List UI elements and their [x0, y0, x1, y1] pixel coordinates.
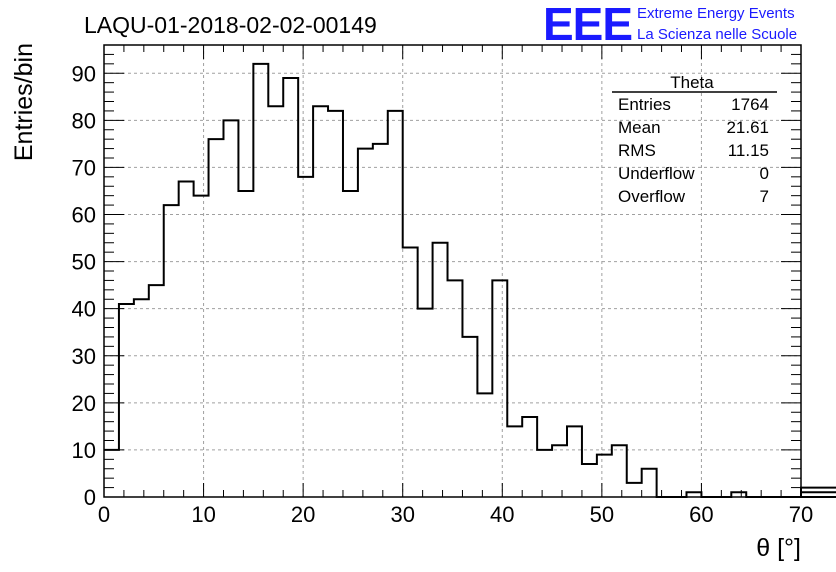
y-tick-label: 0 — [84, 485, 96, 510]
chart-title: LAQU-01-2018-02-02-00149 — [84, 12, 377, 38]
plot-frame — [103, 44, 802, 498]
stats-box-title: Theta — [670, 73, 714, 92]
x-axis-label: θ [°] — [756, 534, 801, 562]
y-tick-label: 50 — [72, 250, 96, 275]
x-tick-label: 70 — [789, 502, 813, 527]
stats-row-value: 1764 — [731, 95, 769, 114]
histogram-line — [104, 62, 836, 498]
axis-ticks — [103, 44, 802, 498]
stats-row-label: Overflow — [618, 187, 686, 206]
x-tick-label: 60 — [689, 502, 713, 527]
stats-row-label: RMS — [618, 141, 656, 160]
stats-box: Theta Entries 1764 Mean 21.61 RMS 11.15 Underf… — [612, 73, 777, 206]
stats-row-label: Entries — [618, 95, 671, 114]
grid — [104, 45, 801, 497]
stats-row-value: 11.15 — [728, 141, 769, 160]
stats-row-value: 0 — [760, 164, 769, 183]
stats-row-label: Mean — [618, 118, 661, 137]
y-tick-labels: 0 10 20 30 40 50 60 70 80 90 — [72, 61, 96, 510]
y-tick-label: 80 — [72, 108, 96, 133]
y-tick-label: 10 — [72, 438, 96, 463]
x-tick-label: 40 — [490, 502, 514, 527]
x-tick-labels: 0 10 20 30 40 50 60 70 — [98, 502, 813, 527]
stats-rows: Entries 1764 Mean 21.61 RMS 11.15 Underflow 0 Ov… — [618, 95, 769, 206]
y-tick-label: 60 — [72, 203, 96, 228]
logo-letters: EEE — [543, 0, 632, 50]
y-tick-label: 40 — [72, 297, 96, 322]
x-tick-label: 0 — [98, 502, 110, 527]
logo-line-1: Extreme Energy Events — [637, 5, 795, 22]
x-tick-label: 20 — [291, 502, 315, 527]
y-axis-label: Entries/bin — [10, 43, 38, 161]
x-tick-label: 50 — [590, 502, 614, 527]
stats-row-value: 21.61 — [726, 118, 769, 137]
y-tick-label: 70 — [72, 155, 96, 180]
stats-row-value: 7 — [760, 187, 769, 206]
logo-line-2: La Scienza nelle Scuole — [637, 26, 797, 43]
x-tick-label: 10 — [191, 502, 215, 527]
eee-logo: EEE Extreme Energy Events La Scienza nel… — [543, 0, 797, 50]
y-tick-label: 30 — [72, 344, 96, 369]
y-tick-label: 20 — [72, 391, 96, 416]
y-tick-label: 90 — [72, 61, 96, 86]
x-tick-label: 30 — [390, 502, 414, 527]
stats-row-label: Underflow — [618, 164, 695, 183]
